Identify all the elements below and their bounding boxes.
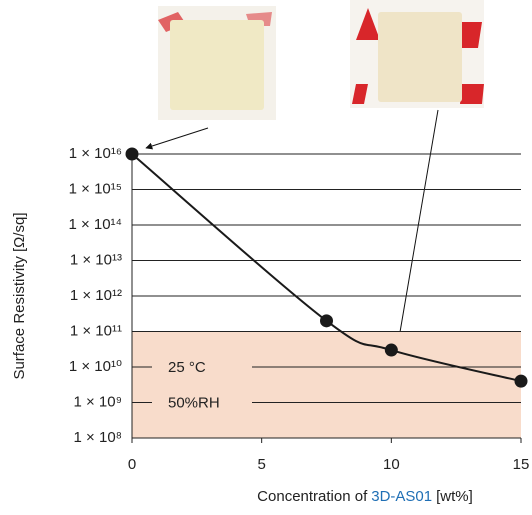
point <box>126 148 139 161</box>
x-label-highlight: 3D-AS01 <box>371 488 432 505</box>
x-tick-label: 5 <box>257 456 265 473</box>
x-tick-label: 15 <box>513 456 530 473</box>
y-tick-label: 1 × 10¹⁰ <box>69 358 122 375</box>
x-tick-label: 0 <box>128 456 136 473</box>
point <box>385 344 398 357</box>
y-tick-label: 1 × 10¹² <box>70 287 122 304</box>
y-tick-label: 1 × 10¹⁴ <box>68 216 122 233</box>
arrow <box>146 128 208 148</box>
chart: 1 × 10⁸ 1 × 10⁹ 1 × 10¹⁰ 1 × 10¹¹ 1 × 10¹² 1 … <box>0 0 532 515</box>
point <box>515 375 528 388</box>
annotation: 25 °C <box>168 359 206 376</box>
x-label-text: [wt%] <box>436 488 473 505</box>
y-tick-label: 1 × 10⁸ <box>74 429 122 446</box>
y-tick-label: 1 × 10¹⁶ <box>69 145 122 162</box>
y-tick-label: 1 × 10¹⁵ <box>69 180 122 197</box>
photo-sample-0wt <box>158 6 276 120</box>
y-tick-label: 1 × 10¹³ <box>70 251 122 268</box>
arrow <box>399 110 438 338</box>
x-tick-label: 10 <box>383 456 400 473</box>
plot-area: 1 × 10⁸ 1 × 10⁹ 1 × 10¹⁰ 1 × 10¹¹ 1 × 10¹² 1 … <box>68 145 529 473</box>
annotation: 50%RH <box>168 394 220 411</box>
x-label-text: Concentration of <box>257 488 368 505</box>
y-axis-label: Surface Resistivity [Ω/sq] <box>11 212 28 379</box>
photo-sample-10wt <box>350 0 484 108</box>
shaded-region <box>132 332 521 439</box>
y-tick-label: 1 × 10¹¹ <box>70 322 122 339</box>
y-tick-label: 1 × 10⁹ <box>73 393 122 410</box>
point <box>320 314 333 327</box>
